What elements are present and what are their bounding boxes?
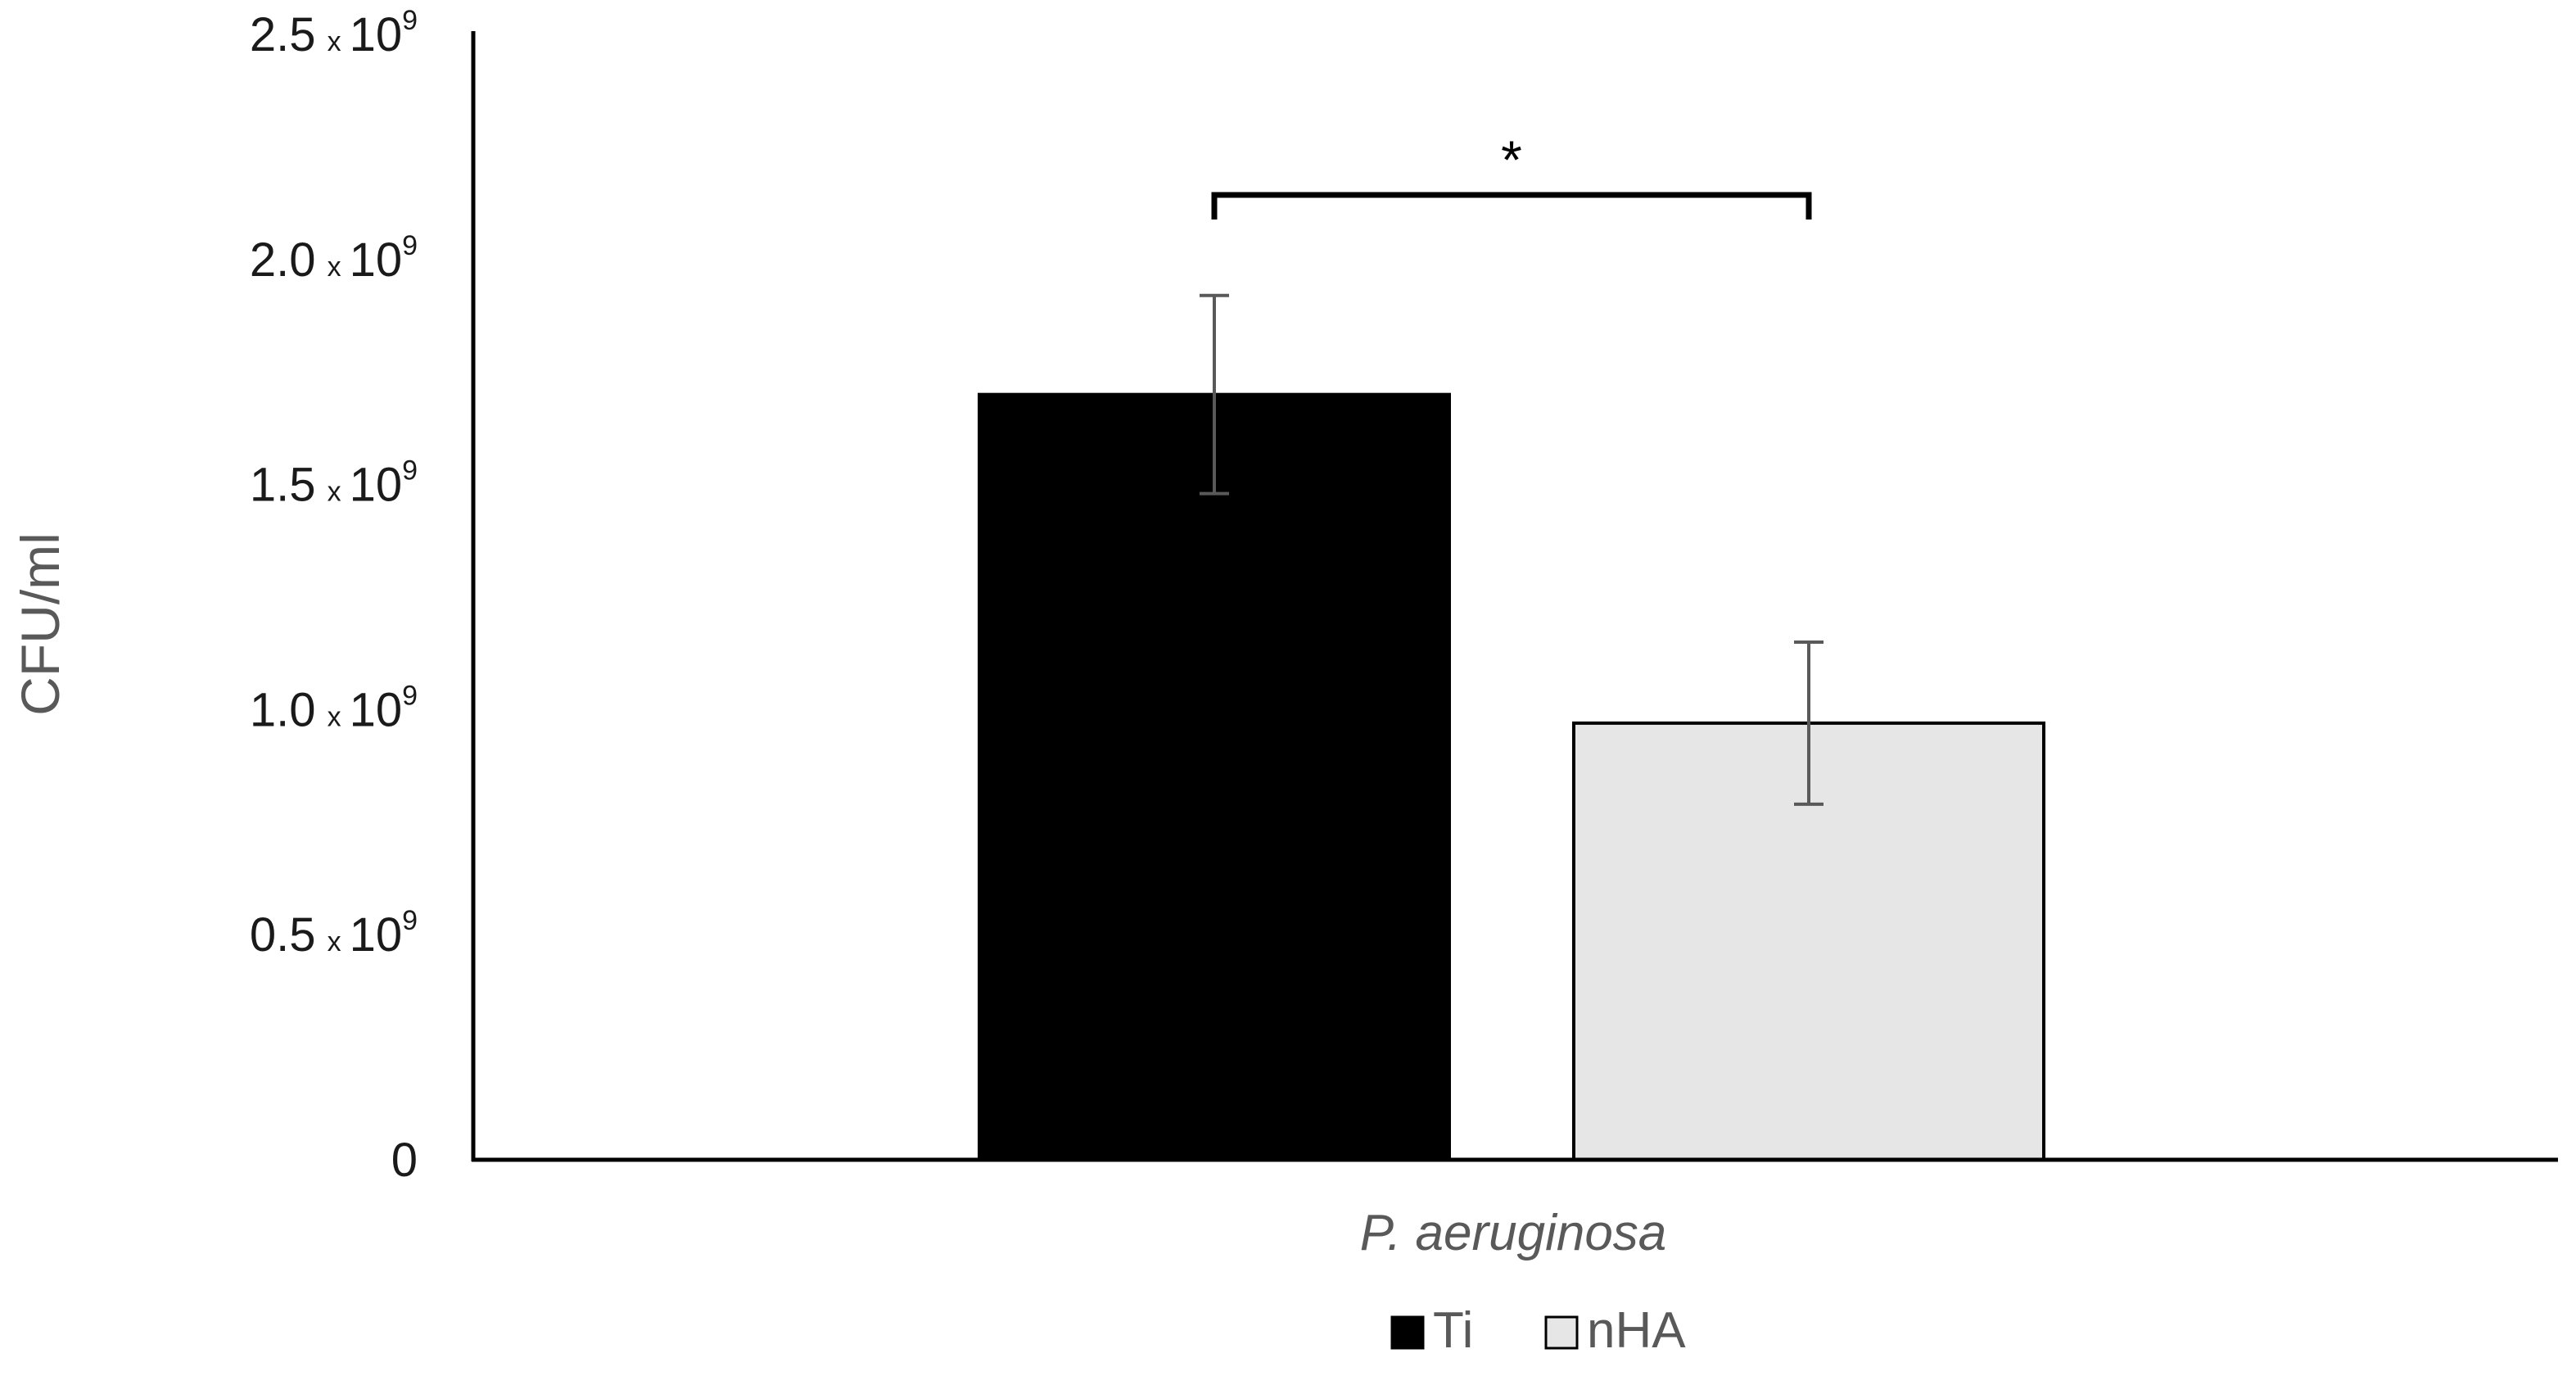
y-tick-mantissa: 1.0	[250, 683, 316, 736]
y-tick-exponent: 9	[402, 455, 418, 487]
legend-label-ti: Ti	[1433, 1302, 1473, 1359]
y-tick-label: 2.0 x 109	[250, 230, 418, 287]
y-tick-base: 10	[350, 908, 403, 962]
legend-swatch-nha	[1544, 1315, 1579, 1350]
y-tick-label: 0.5 x 109	[250, 905, 418, 962]
y-tick-base: 10	[350, 683, 403, 736]
error-bars	[1200, 293, 1824, 806]
y-tick-times: x	[328, 251, 341, 283]
y-tick-label: 2.5 x 109	[250, 5, 418, 61]
y-tick-times: x	[328, 926, 341, 957]
y-tick-mantissa: 0.5	[250, 908, 316, 962]
y-tick-exponent: 9	[402, 230, 418, 261]
y-tick-exponent: 9	[402, 905, 418, 936]
y-tick-exponent: 9	[402, 5, 418, 36]
y-tick-base: 10	[350, 8, 403, 61]
significance-bracket	[1211, 192, 1812, 220]
bar-ti	[978, 392, 1451, 1161]
y-tick-times: x	[328, 701, 341, 732]
y-tick-exponent: 9	[402, 680, 418, 711]
legend-swatch-ti	[1390, 1315, 1425, 1350]
y-tick-times: x	[328, 477, 341, 508]
y-tick-base: 10	[350, 459, 403, 512]
y-tick-mantissa: 2.5	[250, 8, 316, 61]
y-tick-mantissa: 2.0	[250, 233, 316, 287]
axes	[471, 31, 2558, 1162]
x-category-label: P. aeruginosa	[1360, 1205, 1667, 1261]
y-tick-mantissa: 1.5	[250, 459, 316, 512]
y-tick-label: 1.5 x 109	[250, 455, 418, 512]
y-tick-label: 0	[391, 1134, 418, 1187]
bars	[978, 392, 2045, 1161]
y-tick-mantissa: 0	[391, 1134, 418, 1187]
y-axis-label: CFU/ml	[10, 532, 70, 716]
y-tick-times: x	[328, 26, 341, 57]
legend-label-nha: nHA	[1587, 1302, 1686, 1359]
legend: Ti nHA	[1390, 1302, 1686, 1359]
y-tick-label: 1.0 x 109	[250, 680, 418, 736]
significance-annotation: *	[1211, 129, 1812, 220]
significance-marker: *	[1501, 129, 1522, 190]
y-tick-base: 10	[350, 233, 403, 287]
